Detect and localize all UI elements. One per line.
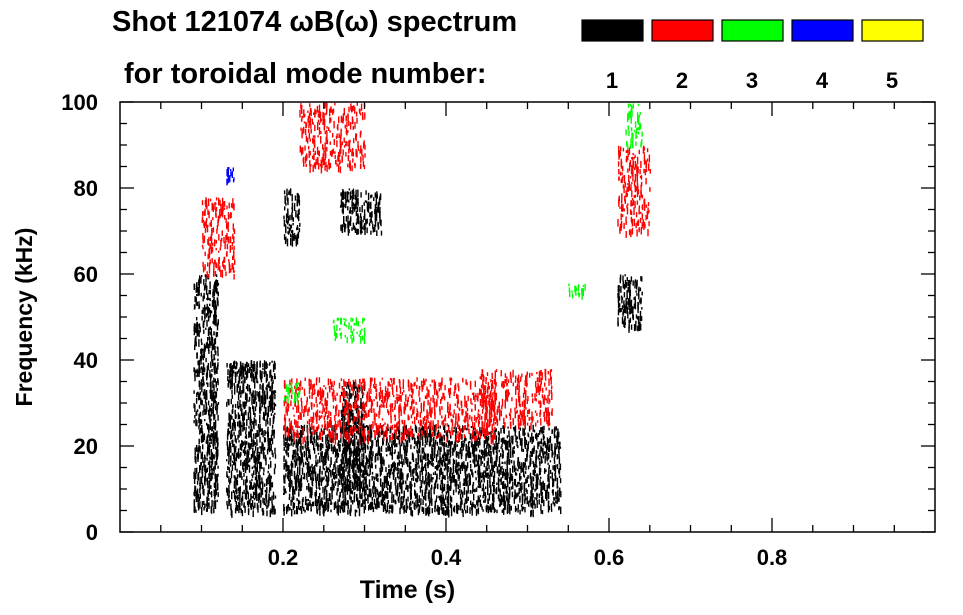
x-tick-label: 0.8 — [757, 545, 788, 570]
legend-label-mode-5: 5 — [886, 68, 898, 93]
y-tick-label: 40 — [74, 348, 98, 373]
legend-label-mode-4: 4 — [816, 68, 829, 93]
region-mode-3 — [284, 382, 301, 405]
legend-swatch-mode-4 — [791, 19, 854, 42]
legend-swatch-mode-5 — [861, 19, 924, 42]
region-mode-1 — [340, 188, 383, 236]
region-mode-1 — [193, 274, 220, 516]
region-mode-2 — [479, 368, 553, 430]
y-tick-label: 0 — [86, 520, 98, 545]
legend-swatch-mode-1 — [581, 19, 644, 42]
region-mode-3 — [568, 283, 586, 300]
y-tick-label: 100 — [61, 90, 98, 115]
tick-labels: 0.2 0.4 0.6 0.8 0 20 40 60 80 100 — [61, 90, 787, 570]
region-mode-1 — [617, 274, 643, 333]
x-tick-label: 0.6 — [594, 545, 625, 570]
y-tick-label: 20 — [74, 434, 98, 459]
chart-title-line2: for toroidal mode number: — [124, 58, 487, 90]
y-tick-label: 60 — [74, 262, 98, 287]
region-mode-1 — [226, 360, 277, 518]
region-mode-1 — [283, 424, 562, 518]
x-tick-label: 0.2 — [268, 545, 299, 570]
x-tick-label: 0.4 — [431, 545, 462, 570]
axis-ticks — [120, 101, 935, 533]
legend-label-mode-2: 2 — [676, 68, 688, 93]
region-mode-2 — [299, 102, 366, 174]
y-axis-label: Frequency (kHz) — [11, 228, 37, 407]
spectrum-data — [193, 102, 651, 518]
region-mode-3 — [332, 317, 366, 344]
y-tick-label: 80 — [74, 176, 98, 201]
legend-swatch-mode-2 — [651, 19, 714, 42]
legend-label-mode-1: 1 — [606, 68, 618, 93]
region-mode-4 — [226, 167, 235, 186]
x-axis-label: Time (s) — [360, 576, 455, 604]
region-mode-2 — [617, 145, 651, 238]
legend-swatch-mode-3 — [721, 19, 784, 42]
legend: 1 2 3 4 5 — [581, 19, 924, 93]
region-mode-3 — [625, 103, 643, 150]
chart-title-line1: Shot 121074 ωB(ω) spectrum — [112, 6, 518, 38]
legend-label-mode-3: 3 — [746, 68, 758, 93]
region-mode-1 — [283, 188, 301, 247]
region-mode-2 — [283, 377, 497, 445]
region-mode-2 — [201, 197, 236, 280]
